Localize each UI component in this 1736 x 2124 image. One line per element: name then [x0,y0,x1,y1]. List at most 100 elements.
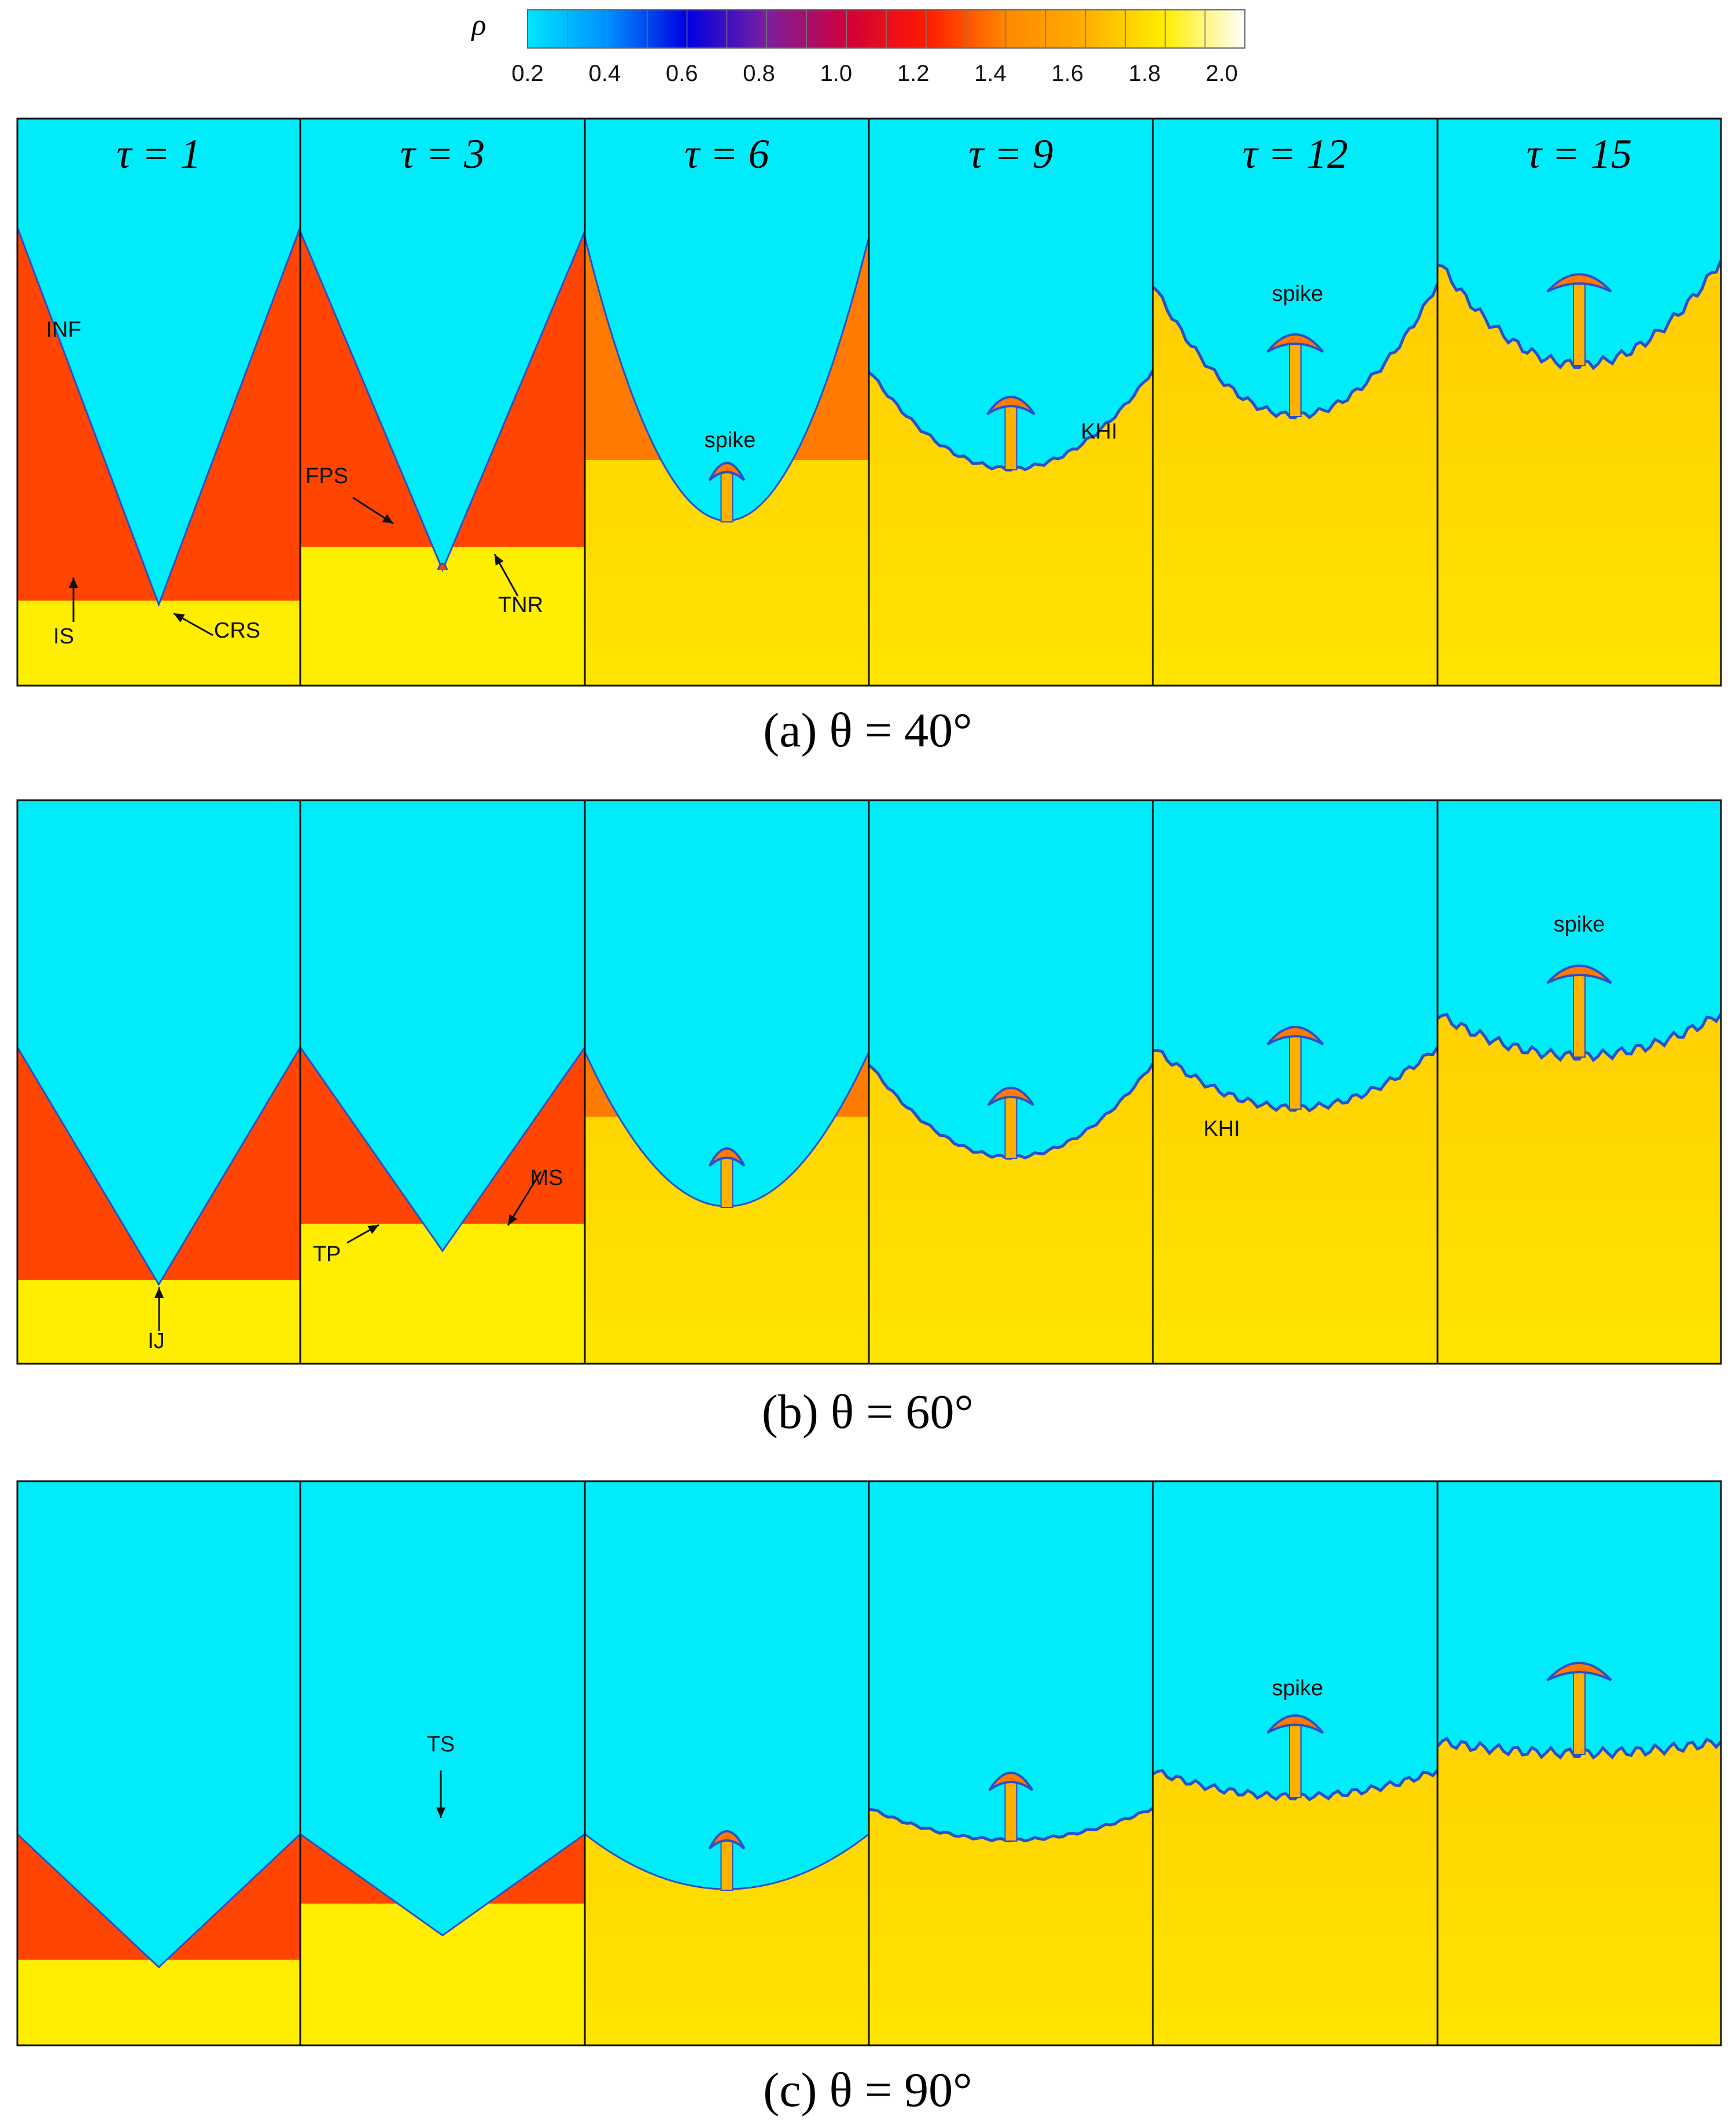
spike-cap [708,1147,746,1167]
spike-cap [987,1087,1035,1106]
annotation-arrowhead [508,1214,518,1225]
annotation-tp: TP [313,1242,341,1267]
interface-line [300,1833,585,1937]
time-label: τ = 1 [116,131,201,177]
spike-cap [986,396,1035,415]
annotation-arrowhead [367,1225,379,1234]
annotation-arrowhead [154,1287,164,1298]
density-panel [585,119,869,686]
spike-stem [720,469,734,522]
panel-row [17,800,1721,1364]
spike-stem [1289,341,1302,417]
density-panel [1438,119,1721,686]
annotation-ij: IJ [148,1329,165,1353]
interface-line [1438,1013,1721,1062]
spike-stem [1004,403,1018,470]
row-caption: (c) θ = 90° [763,2063,972,2117]
panel-frame [1436,799,1722,1365]
light-gas-region [1438,1481,1721,1758]
spike-cap [708,1830,746,1850]
annotation-spike: spike [705,428,756,452]
spike-stem [720,1838,734,1891]
density-panel [585,800,869,1364]
light-gas-region [1438,800,1721,1061]
interface-line [17,1047,300,1286]
annotation-tnr: TNR [498,593,543,617]
density-panel [1438,800,1721,1364]
annotation-khi: KHI [1203,1117,1240,1141]
panel-frame [1436,117,1722,687]
annotation-spike: spike [1272,1676,1324,1700]
annotation-is: IS [53,624,74,649]
spike-stem [1004,1094,1018,1159]
annotation-arrow [507,1171,542,1226]
spike-cap [1546,1662,1612,1681]
annotation-arrowhead [495,554,504,566]
light-gas-region [1438,119,1721,369]
density-panel [585,1481,869,2045]
light-gas-region [1153,1481,1438,1800]
heavy-gas-region [17,1960,300,2045]
density-panel [300,119,585,686]
row-caption: (a) θ = 40° [763,704,972,757]
spike-stem [1004,1779,1018,1842]
interface-line [1153,1769,1438,1802]
interface-line [1438,1736,1721,1760]
colorbar-tick-label: 1.4 [974,61,1007,86]
density-panel [1153,1481,1438,2045]
light-gas-region [869,800,1153,1158]
interface-line [300,1047,585,1253]
time-label: τ = 12 [1243,131,1348,177]
spike-stem [1289,1722,1302,1798]
spike-cap [988,1772,1034,1791]
interface-line [17,227,300,608]
annotation-spike: spike [1272,282,1324,306]
colorbar-symbol: ρ [471,9,486,42]
colorbar-tick-label: 0.4 [589,61,621,86]
colorbar-tick-label: 0.8 [743,61,775,86]
annotation-ms: MS [530,1166,563,1190]
annotation-fps: FPS [305,464,348,488]
colorbar: ρ 0.2 0.4 0.6 0.8 1.0 1.2 1.4 1.6 1.8 2.0 [471,9,1245,86]
spike-stem [1573,1669,1586,1755]
interface-line [17,1833,300,1969]
annotation-arrowhead [436,1808,445,1818]
row-caption: (b) θ = 60° [762,1385,974,1439]
light-gas-region [1153,119,1438,418]
colorbar-tick-label: 2.0 [1206,61,1238,86]
annotation-crs: CRS [214,619,260,643]
annotation-ts: TS [427,1732,455,1757]
density-panel [17,800,300,1364]
annotation-khi: KHI [1081,419,1117,444]
light-gas-region [585,800,869,1206]
density-panel [1438,1481,1721,2045]
spike-stem [1573,281,1586,366]
density-panel [1153,800,1438,1364]
spike-cap [1546,965,1612,984]
time-label: τ = 6 [684,131,769,177]
interface-line [1153,283,1438,419]
panel-row [17,1481,1721,2045]
annotation-inf: INF [46,318,81,342]
interface-line [1438,260,1721,370]
colorbar-tick-label: 1.6 [1052,61,1084,86]
spike-cap [1266,333,1324,353]
density-panel [300,1481,585,2045]
light-gas-region [585,1481,869,1889]
density-panel [17,1481,300,2045]
colorbar-tick-label: 0.6 [666,61,698,86]
colorbar-tick-label: 1.2 [897,61,930,86]
colorbar-tick-label: 1.0 [820,61,853,86]
panel-frame [1436,1480,1722,2046]
shocked-gas-region [17,227,300,686]
density-panel [300,800,585,1364]
time-label: τ = 3 [400,131,485,177]
time-label: τ = 15 [1527,131,1632,177]
spike-cap [1266,1714,1324,1734]
annotation-arrowhead [382,514,393,524]
colorbar-tick-label: 0.2 [511,61,544,86]
colorbar-tick-label: 1.8 [1129,61,1161,86]
spike-stem [1289,1033,1302,1110]
interface-line [1153,1046,1438,1113]
annotation-spike: spike [1554,912,1605,937]
